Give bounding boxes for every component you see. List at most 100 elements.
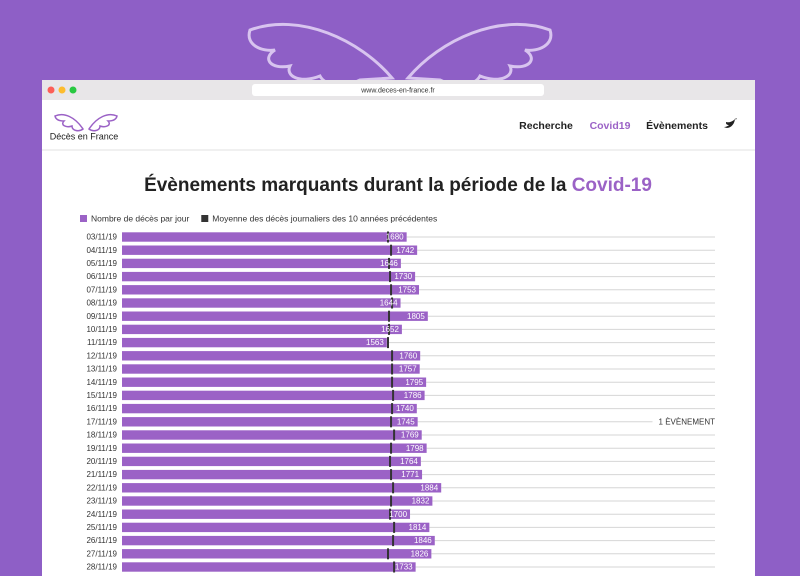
value-label: 1740 [396,404,414,413]
y-tick-label: 03/11/19 [86,233,117,242]
legend-swatch [80,215,87,222]
y-tick-label: 26/11/19 [86,536,117,545]
bar [122,549,432,559]
value-label: 1644 [380,299,398,308]
y-tick-label: 19/11/19 [86,444,117,453]
value-label: 1563 [366,338,384,347]
y-tick-label: 24/11/19 [86,510,117,519]
bar [122,351,421,361]
bar [122,509,411,519]
twitter-icon[interactable] [724,118,737,128]
value-label: 1680 [386,233,404,242]
average-marker [391,376,394,388]
bar [122,483,442,493]
average-marker [392,535,395,547]
value-label: 1846 [414,536,432,545]
average-marker [393,521,396,533]
y-tick-label: 22/11/19 [86,483,117,492]
y-tick-label: 23/11/19 [86,497,117,506]
y-tick-label: 20/11/19 [86,457,117,466]
bar [122,417,418,427]
close-button[interactable] [47,86,55,94]
value-label: 1771 [401,470,419,479]
legend-label: Moyenne des décès journaliers des 10 ann… [212,213,437,223]
bar [122,390,425,401]
logo-text[interactable]: Décès en France [50,131,119,141]
average-marker [390,495,393,507]
value-label: 1646 [380,259,398,268]
bar [122,337,387,348]
bar [122,377,427,387]
y-tick-label: 11/11/19 [87,338,118,347]
bar [122,496,433,506]
value-label: 1795 [405,378,423,387]
average-marker [387,337,390,349]
bar [122,562,416,572]
value-label: 1700 [389,510,407,519]
y-tick-label: 18/11/19 [86,431,117,440]
bar [122,232,407,242]
bar [122,324,402,335]
average-marker [387,548,390,560]
chart-title: Évènements marquants durant la période d… [144,174,652,196]
y-tick-label: 07/11/19 [86,285,117,294]
title-text: Évènements marquants durant la période d… [144,174,567,196]
bar [122,258,401,269]
value-label: 1745 [397,417,415,426]
value-label: 1769 [401,431,419,440]
bar [122,403,417,414]
average-marker [388,323,391,335]
average-marker [390,284,393,296]
bar [122,364,420,374]
average-marker [391,403,394,415]
maximize-button[interactable] [69,86,77,94]
y-tick-label: 28/11/19 [86,563,117,572]
bar [122,245,418,255]
y-tick-label: 14/11/19 [86,378,117,387]
average-marker [390,469,393,481]
value-label: 1742 [396,246,414,255]
nav-link[interactable]: Covid19 [590,120,631,132]
minimize-button[interactable] [58,86,66,94]
bar [122,535,435,546]
average-marker [389,455,392,467]
value-label: 1832 [412,497,430,506]
value-label: 1786 [404,391,422,400]
y-tick-label: 10/11/19 [86,325,117,334]
average-marker [389,271,392,283]
nav-link[interactable]: Recherche [519,120,573,132]
average-marker [392,482,395,494]
url-bar[interactable] [252,84,544,96]
value-label: 1805 [407,312,425,321]
y-tick-label: 04/11/19 [86,246,117,255]
title-highlight: Covid-19 [572,175,652,196]
legend-swatch [201,215,209,222]
url: www.deces-en-france.fr [360,87,435,94]
bar [122,271,416,282]
average-marker [390,244,393,256]
average-marker [392,389,395,401]
value-label: 1798 [406,444,424,453]
average-marker [391,297,394,309]
value-label: 1757 [399,365,417,374]
y-tick-label: 05/11/19 [86,259,117,268]
value-label: 1753 [398,285,416,294]
y-tick-label: 21/11/19 [86,470,117,479]
y-tick-label: 08/11/19 [86,299,117,308]
annotation[interactable]: 1 ÈVÈNEMENT [659,417,716,426]
average-marker [390,442,393,454]
nav-link[interactable]: Évènements [646,119,708,132]
value-label: 1814 [409,523,427,532]
average-marker [391,363,394,375]
y-tick-label: 09/11/19 [86,312,117,321]
bar [122,443,427,453]
bar [122,469,423,480]
logo-icon [54,113,118,132]
average-marker [390,416,393,428]
average-marker [388,310,391,322]
average-marker [391,350,394,362]
value-label: 1760 [399,351,417,360]
y-tick-label: 12/11/19 [86,351,117,360]
average-marker [388,257,391,269]
